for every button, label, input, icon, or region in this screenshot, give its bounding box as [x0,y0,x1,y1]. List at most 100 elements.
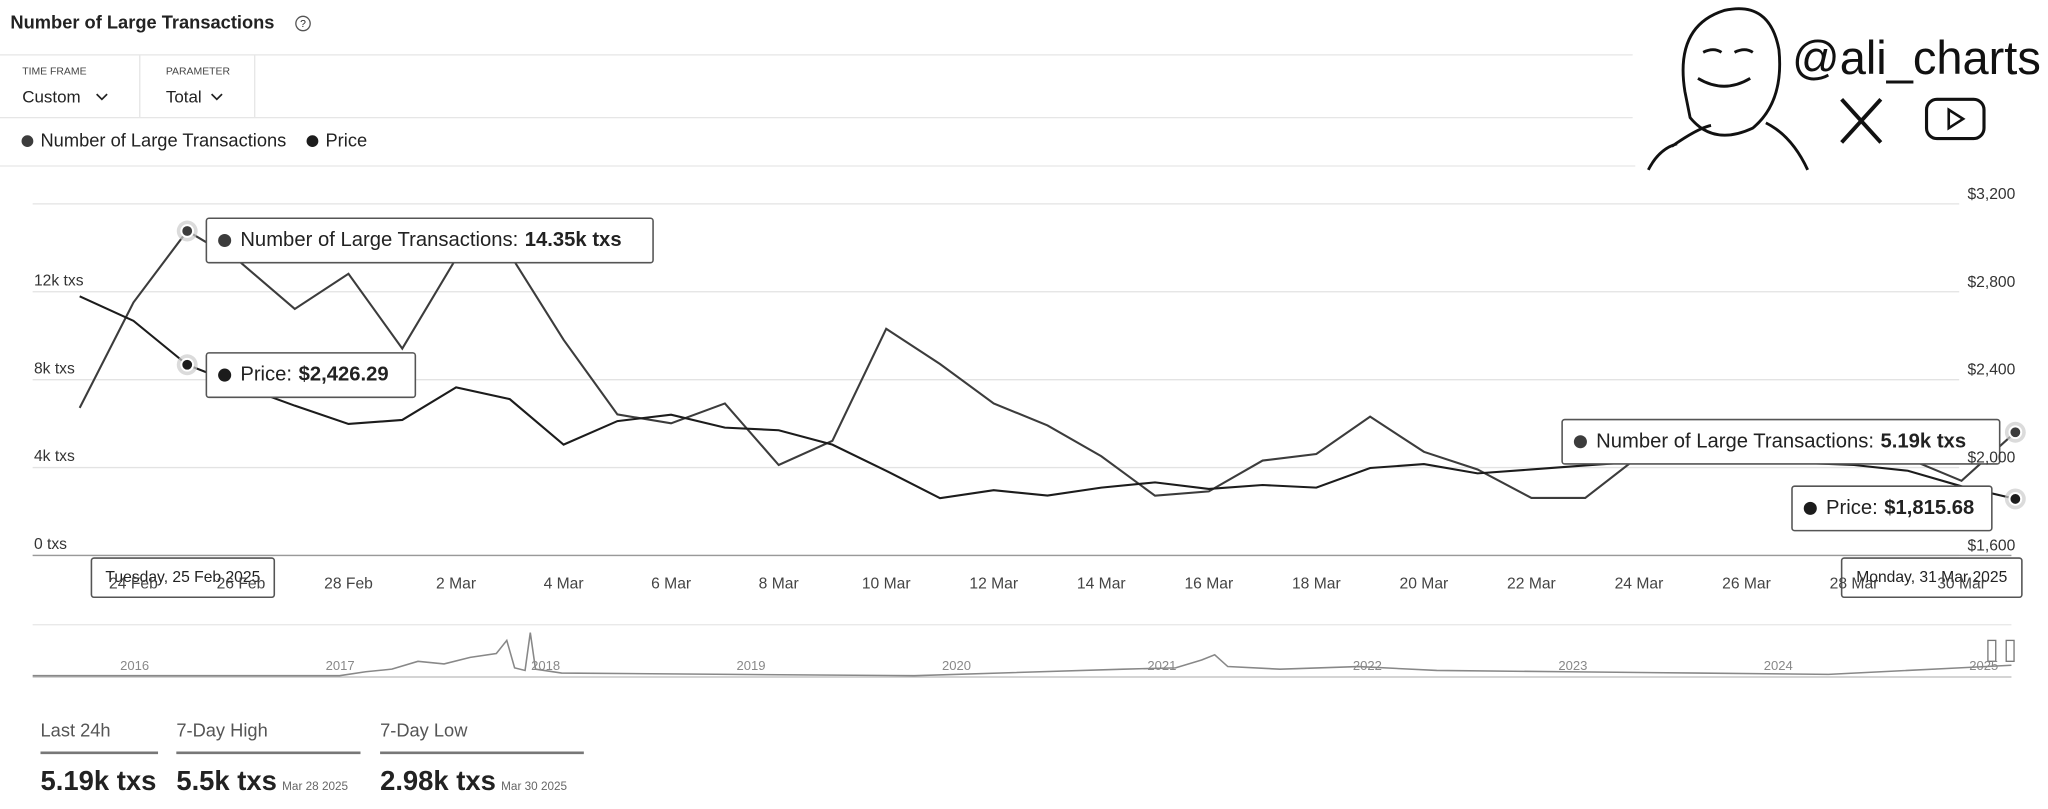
tooltip-marker [218,233,232,248]
date-tooltip: Monday, 31 Mar 2025 [1840,557,2023,599]
y2-tick-label: $2,800 [1967,274,2015,291]
chevron [210,93,223,101]
stat-date: Mar 28 2025 [282,780,348,793]
help-icon[interactable]: ? [295,15,311,32]
tooltip-text: Number of Large Transactions: 5.19k txs [1596,431,1966,453]
x-tick-label: 22 Mar [1507,575,1556,592]
x-tick-label: 26 Mar [1722,575,1771,592]
tooltip-value: 14.35k txs [525,229,622,251]
tooltip-box [205,352,417,399]
plot: Number of Large Transactions: 14.35k txs P… [78,217,2026,599]
x-tick-label: 24 Feb [109,575,158,592]
watermark: @ali_charts [1635,0,2048,176]
navigator-year: 2024 [1764,658,1793,673]
x-tick-label: 30 Mar [1937,575,1986,592]
x-tick-label: 4 Mar [544,575,584,592]
tooltip: Price: $1,815.68 [1791,485,1993,532]
date-tooltip-box [90,557,276,599]
y-tick-label: 12k txs [34,272,84,289]
x-tick-label: 26 Feb [217,575,266,592]
highlight-point [180,224,195,238]
x-tick-label: 8 Mar [759,575,799,592]
navigator-year: 2019 [737,658,766,673]
navigator-year: 2017 [326,658,355,673]
y-tick-label: 4k txs [34,448,75,465]
navigator-handle[interactable] [1987,639,1997,662]
x-tick-label: 14 Mar [1077,575,1126,592]
youtube-play [1947,107,1966,131]
date-tooltip-text: Tuesday, 25 Feb 2025 [105,569,260,586]
navigator-year: 2021 [1147,658,1176,673]
x-tick-label: 20 Mar [1400,575,1449,592]
tooltip-box [205,217,654,264]
date-tooltip-box [1840,557,2023,599]
x-logo [1840,98,1883,144]
highlight-point [2008,492,2023,506]
y-tick-label: 8k txs [34,360,75,377]
page-title: Number of Large Transactions [10,11,274,32]
x-tick-label: 18 Mar [1292,575,1341,592]
navigator-year: 2022 [1353,658,1382,673]
stat-value: 2.98k txs [380,765,496,796]
x-tick-label: 24 Mar [1615,575,1664,592]
navigator [32,624,2015,678]
tooltip-marker [218,368,232,382]
x-tick-label: 12 Mar [969,575,1018,592]
portrait-sketch [1647,7,1809,171]
tooltip-marker [1803,501,1817,515]
legend-marker[interactable] [306,135,319,148]
tooltip-box [1791,485,1993,532]
stat-value: 5.19k txs [40,765,156,796]
tooltip-value: 5.19k txs [1881,431,1967,453]
grid [32,203,2012,557]
time-frame-value[interactable]: Custom [22,88,80,107]
y-tick-label: 0 txs [34,536,67,553]
chevron [96,93,108,101]
highlight-point [180,357,195,372]
y2-tick-label: $2,000 [1967,450,2015,467]
parameter-label: PARAMETER [166,67,231,78]
tooltip-text: Number of Large Transactions: 14.35k txs [240,229,621,251]
navigator-year: 2023 [1558,658,1587,673]
parameter-value[interactable]: Total [166,88,202,107]
navigator-year: 2018 [531,658,560,673]
tooltip-label: Price: [240,364,292,386]
stat-label: Last 24h [40,720,110,741]
x-tick-label: 28 Mar [1830,575,1879,592]
x-tick-label: 10 Mar [862,575,911,592]
x-tick-label: 2 Mar [436,575,476,592]
tooltip-text: Price: $1,815.68 [1826,497,1974,519]
youtube-logo [1924,97,1986,141]
time-frame-select[interactable]: Custom [22,88,108,107]
x-tick-label: 16 Mar [1184,575,1233,592]
legend-label[interactable]: Price [326,130,368,151]
tooltip-value: $1,815.68 [1884,497,1974,519]
x-tick-label: 28 Feb [324,575,373,592]
date-tooltip: Tuesday, 25 Feb 2025 [90,557,276,599]
legend-label[interactable]: Number of Large Transactions [40,130,286,151]
navigator-line [32,632,2012,677]
tooltip-label: Price: [1826,497,1878,519]
watermark-handle: @ali_charts [1792,31,2041,84]
navigator-year: 2020 [942,658,971,673]
date-tooltip-text: Monday, 31 Mar 2025 [1856,569,2007,586]
y2-tick-label: $1,600 [1967,537,2015,554]
stat-value: 5.5k txs [176,765,277,796]
navigator-handle[interactable] [2005,639,2015,662]
time-frame-label: TIME FRAME [22,67,86,78]
tooltip-marker [1573,435,1587,449]
tooltip: Number of Large Transactions: 14.35k txs [205,217,654,264]
svg-text:?: ? [300,19,306,30]
y2-tick-label: $3,200 [1967,186,2015,203]
tooltip: Number of Large Transactions: 5.19k txs [1561,418,2001,465]
legend-marker[interactable] [21,135,34,148]
stat-date: Mar 30 2025 [501,780,567,793]
navigator-year: 2025 [1969,658,1998,673]
navigator-year: 2016 [120,658,149,673]
y2-tick-label: $2,400 [1967,362,2015,379]
parameter-select[interactable]: Total [166,88,223,107]
stats: Last 24h 5.19k txs 7-Day High 5.5k txs Mar 2… [40,720,584,796]
tooltip-value: $2,426.29 [299,364,389,386]
